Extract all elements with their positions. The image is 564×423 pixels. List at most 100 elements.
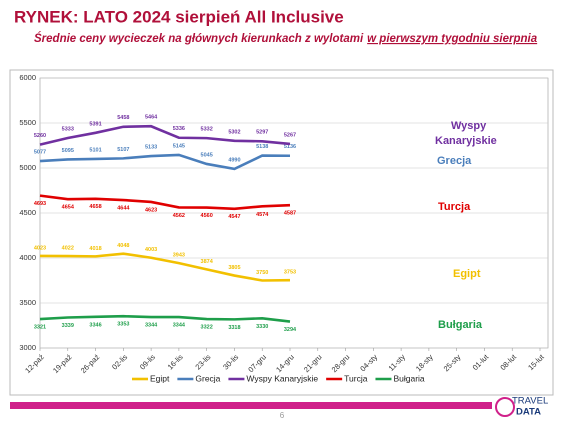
data-label: 5391 xyxy=(89,121,101,127)
series-label: Grecja xyxy=(437,155,472,167)
data-label: 4587 xyxy=(284,211,296,217)
data-label: 3294 xyxy=(284,327,297,333)
x-tick-label: 12-paź xyxy=(23,352,46,375)
data-label: 4560 xyxy=(201,213,213,219)
data-label: 5133 xyxy=(145,144,157,150)
data-label: 5145 xyxy=(173,143,185,149)
x-tick-label: 07-gru xyxy=(246,352,268,374)
series-label: Bułgaria xyxy=(438,319,483,331)
data-label: 3805 xyxy=(228,265,240,271)
chart-frame xyxy=(9,69,554,396)
x-tick-label: 21-gru xyxy=(302,352,324,374)
legend-label: Turcja xyxy=(344,373,368,383)
x-tick-label: 16-lis xyxy=(166,352,185,371)
x-tick-label: 26-paź xyxy=(79,352,102,375)
data-label: 3344 xyxy=(145,322,158,328)
data-label: 3750 xyxy=(256,270,268,276)
data-label: 4574 xyxy=(256,212,269,218)
data-label: 5107 xyxy=(117,147,129,153)
legend-label: Egipt xyxy=(150,373,170,383)
y-tick-label: 6000 xyxy=(19,73,36,82)
data-label: 5302 xyxy=(228,129,240,135)
data-label: 5333 xyxy=(62,126,74,132)
data-label: 3330 xyxy=(256,324,268,330)
data-label: 5267 xyxy=(284,132,296,138)
y-tick-label: 5500 xyxy=(19,118,36,127)
x-tick-label: 01-lut xyxy=(471,352,491,372)
data-label: 3339 xyxy=(62,323,74,329)
subtitle-part: Średnie ceny wycieczek na głównych kieru… xyxy=(34,32,364,45)
data-label: 4562 xyxy=(173,213,185,219)
data-label: 5136 xyxy=(284,144,296,150)
x-tick-label: 15-lut xyxy=(526,352,546,372)
data-label: 3943 xyxy=(173,253,185,259)
y-tick-label: 3500 xyxy=(19,298,36,307)
data-label: 5045 xyxy=(201,152,213,158)
subtitle-part: w pierwszym tygodniu sierpnia xyxy=(367,33,538,45)
series-label: Turcja xyxy=(438,201,471,213)
y-tick-label: 5000 xyxy=(19,163,36,172)
data-label: 4003 xyxy=(145,247,157,253)
legend-label: Grecja xyxy=(195,373,220,383)
data-label: 5101 xyxy=(89,147,101,153)
data-label: 3346 xyxy=(89,322,101,328)
data-label: 4547 xyxy=(228,214,240,220)
x-tick-label: 30-lis xyxy=(221,352,240,371)
x-tick-label: 23-lis xyxy=(193,352,212,371)
data-label: 3344 xyxy=(173,322,186,328)
data-label: 3874 xyxy=(201,259,214,265)
data-label: 4654 xyxy=(62,205,75,211)
series-line xyxy=(39,124,291,146)
data-label: 4018 xyxy=(89,246,101,252)
x-tick-label: 19-paź xyxy=(51,352,74,375)
data-label: 5260 xyxy=(34,133,46,139)
data-label: 4644 xyxy=(117,205,130,211)
legend-label: Wyspy Kanaryjskie xyxy=(246,373,318,383)
data-label: 4990 xyxy=(228,157,240,163)
data-label: 4022 xyxy=(62,245,74,251)
data-label: 4048 xyxy=(117,243,129,249)
series-line xyxy=(39,194,291,211)
x-tick-label: 08-lut xyxy=(498,352,518,372)
data-label: 5464 xyxy=(145,115,158,121)
x-tick-label: 09-lis xyxy=(138,352,157,371)
legend-label: Bułgaria xyxy=(393,373,424,383)
series-line xyxy=(39,252,291,282)
data-label: 5336 xyxy=(173,126,185,132)
page-number: 6 xyxy=(280,411,285,420)
x-tick-label: 11-sty xyxy=(387,352,408,373)
footer-bar xyxy=(10,402,492,409)
x-tick-label: 04-sty xyxy=(358,352,379,373)
data-label: 3353 xyxy=(117,322,129,328)
x-tick-label: 25-sty xyxy=(442,352,463,373)
data-label: 5297 xyxy=(256,130,268,136)
data-label: 3318 xyxy=(228,325,240,331)
x-tick-label: 28-gru xyxy=(330,352,352,374)
data-label: 3322 xyxy=(201,324,213,330)
series-label-line: Kanaryjskie xyxy=(435,135,497,147)
data-label: 4693 xyxy=(34,201,46,207)
data-label: 5077 xyxy=(34,150,46,156)
x-tick-label: 14-gru xyxy=(274,352,296,374)
data-label: 3753 xyxy=(284,270,296,276)
series-label-line: Wyspy xyxy=(451,120,487,132)
data-label: 5095 xyxy=(62,148,74,154)
data-label: 3321 xyxy=(34,325,46,331)
x-tick-label: 02-lis xyxy=(110,352,129,371)
x-tick-label: 18-sty xyxy=(414,352,435,373)
y-tick-label: 3000 xyxy=(19,343,36,352)
y-tick-label: 4000 xyxy=(19,253,36,262)
series-label: Egipt xyxy=(453,268,481,280)
series-label: Wyspy Kanaryjskie xyxy=(435,120,497,147)
logo-text: TRAVEL xyxy=(512,396,548,407)
chart-title: RYNEK: LATO 2024 sierpień All Inclusive xyxy=(14,7,344,26)
data-label: 4658 xyxy=(89,204,101,210)
data-label: 5332 xyxy=(201,127,213,133)
logo-text: DATA xyxy=(516,407,541,418)
data-label: 5458 xyxy=(117,115,129,121)
data-label: 4623 xyxy=(145,207,157,213)
y-tick-label: 4500 xyxy=(19,208,36,217)
chart-subtitle: Średnie ceny wycieczek na głównych kieru… xyxy=(34,32,538,45)
data-label: 5138 xyxy=(256,144,268,150)
